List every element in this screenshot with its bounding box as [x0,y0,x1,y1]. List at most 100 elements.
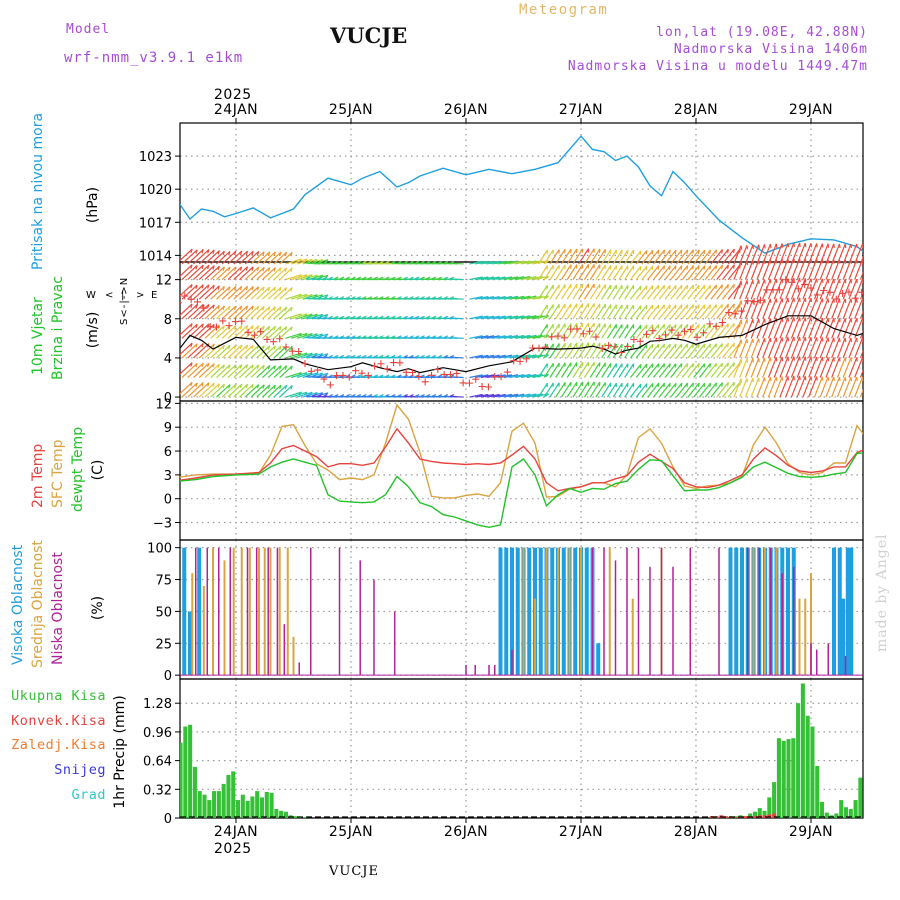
wind-arrow [475,374,489,379]
wind-arrow-head [409,315,414,319]
wind-arrow-head [273,365,276,370]
wind-arrow [296,352,313,359]
wind-arrow [618,363,629,378]
wind-gust-marker [295,347,303,355]
wind-arrow [291,352,308,359]
wind-arrow [302,333,318,339]
wind-arrow [618,285,629,300]
wind-arrow-head [545,260,549,264]
wind-arrow-head [821,278,824,283]
wind-arrow [762,337,771,359]
bottom-date-25JAN: 25JAN [329,824,373,840]
wind-arrow [813,298,823,319]
ytick-label: 0.64 [143,755,172,770]
wind-arrow-head [397,335,402,339]
high-cloud-bar [596,643,601,676]
wind-arrow-head [222,305,225,311]
wind-arrow-head [305,354,310,358]
wind-arrow-head [686,249,689,254]
wind-arrow [773,243,783,265]
wind-arrow-head [340,394,345,397]
wind-arrow [543,363,554,378]
wind-arrow-head [323,276,328,280]
wind-arrow-head [340,335,345,339]
wind-arrow-head [639,285,642,291]
wind-arrow [848,376,858,398]
wind-arrow [216,325,231,339]
pressure-ylabel: Pritisak na nivou mora [30,113,46,270]
wind-arrow-head [651,304,654,310]
wind-arrow-head [727,343,729,348]
wind-arrow [796,242,806,265]
wind-arrow-head [799,297,801,302]
pressure-line [180,135,863,254]
wind-arrow [521,334,537,339]
wind-arrow-head [740,261,743,266]
low-cloud-bar [793,566,795,676]
wind-gust-marker [465,379,473,387]
wind-gust-marker [288,347,296,355]
wind-arrow-head [222,286,225,291]
wind-arrow-head [437,394,443,397]
wind-arrow-head [217,285,220,290]
wind-arrow-head [217,305,220,310]
wind-gust-marker [503,368,511,376]
wind-arrow [198,343,215,359]
wind-arrow [601,265,612,280]
wind-arrow-head [781,298,784,303]
wind-arrow [572,342,584,359]
wind-arrow [854,298,863,319]
wind-arrow [842,376,852,398]
wind-arrow-head [868,357,869,361]
wind-gust-marker [516,357,524,365]
wind-gust-marker [662,331,670,339]
wind-arrow-head [709,343,712,348]
wind-arrow [589,323,601,339]
wind-arrow-head [775,278,778,284]
high-cloud-bar [515,547,520,676]
wind-arrow-head [368,276,373,280]
wind-arrow-head [368,296,373,299]
wind-arrow [279,267,293,281]
wind-arrow-head [251,384,254,389]
cloud-bars [182,547,854,676]
wind-arrow [762,243,771,265]
wind-arrow [469,260,483,265]
wind-arrow [227,250,243,265]
wind-gust-marker [611,343,619,351]
wind-arrow-head [821,243,824,248]
wind-arrow-head [311,335,317,339]
wind-arrow [624,285,635,300]
wind-arrow-head [373,335,378,339]
low-cloud-bar [626,547,628,676]
wind-arrow-head [201,264,204,270]
wind-arrow-head [284,252,288,257]
wind-gust-marker [307,367,315,375]
wind-arrow [658,284,671,300]
wind-arrow-head [409,296,414,299]
wind-arrow-head [415,315,420,319]
footer-station: VUCJE [328,864,379,879]
wind-arrow [831,337,841,359]
wind-arrow [601,249,612,265]
wind-arrow-head [409,394,414,397]
wind-arrow-head [733,264,735,269]
wind-arrow-head [758,318,760,324]
wind-arrow-head [217,383,220,388]
wind-arrow [624,343,635,359]
ytick-label: 1017 [139,216,172,231]
wind-arrow-head [403,296,408,299]
wind-arrow-head [279,365,282,370]
wind-arrow [227,266,243,281]
wind-arrow-head [222,325,225,330]
wind-arrow-head [810,258,813,264]
wind-arrow [450,278,464,281]
wind-arrow-head [431,335,437,339]
wind-arrow [790,375,801,398]
wind-arrow-head [385,276,390,280]
wind-arrow-head [356,354,362,358]
wind-arrow-head [317,296,322,299]
wind-arrow-head [752,244,754,250]
wind-arrow [658,324,671,339]
wind-arrow-head [426,354,431,358]
